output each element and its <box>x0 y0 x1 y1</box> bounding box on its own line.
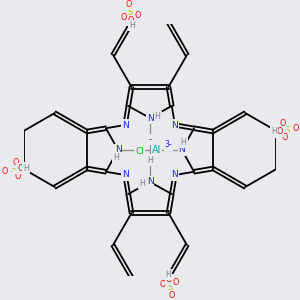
Text: N: N <box>172 121 178 130</box>
Text: -: - <box>148 135 152 144</box>
Text: S: S <box>10 166 15 175</box>
Text: N: N <box>178 146 185 154</box>
Text: O: O <box>292 124 299 133</box>
Text: S: S <box>285 125 290 134</box>
Text: O: O <box>1 167 8 176</box>
Text: N: N <box>122 170 128 179</box>
Text: N: N <box>147 113 153 122</box>
Text: O: O <box>17 164 24 173</box>
Text: H: H <box>271 128 277 136</box>
Text: O: O <box>281 133 288 142</box>
Text: O: O <box>279 119 286 128</box>
Text: H: H <box>181 138 187 147</box>
Text: O: O <box>134 11 140 20</box>
Text: H: H <box>165 270 171 279</box>
Text: Al: Al <box>152 145 161 155</box>
Text: O: O <box>173 278 179 287</box>
Text: N: N <box>115 146 122 154</box>
Text: 3-: 3- <box>165 140 172 149</box>
Text: H: H <box>147 156 153 165</box>
Text: O: O <box>166 275 172 284</box>
Text: O: O <box>160 280 166 289</box>
Text: S: S <box>128 8 133 17</box>
Text: O: O <box>126 0 132 9</box>
Text: O: O <box>168 291 174 300</box>
Text: N: N <box>122 121 128 130</box>
Text: H: H <box>23 164 29 172</box>
Text: Cl: Cl <box>136 147 144 156</box>
Text: H: H <box>113 153 119 162</box>
Text: O: O <box>128 16 134 25</box>
Text: H: H <box>154 112 160 121</box>
Text: H: H <box>129 21 135 30</box>
Text: N: N <box>147 178 153 187</box>
Text: O: O <box>276 127 283 136</box>
Text: H: H <box>140 179 146 188</box>
Text: O: O <box>14 172 21 181</box>
Text: N: N <box>172 170 178 179</box>
Text: S: S <box>167 283 172 292</box>
Text: O: O <box>121 13 127 22</box>
Text: O: O <box>12 158 19 167</box>
